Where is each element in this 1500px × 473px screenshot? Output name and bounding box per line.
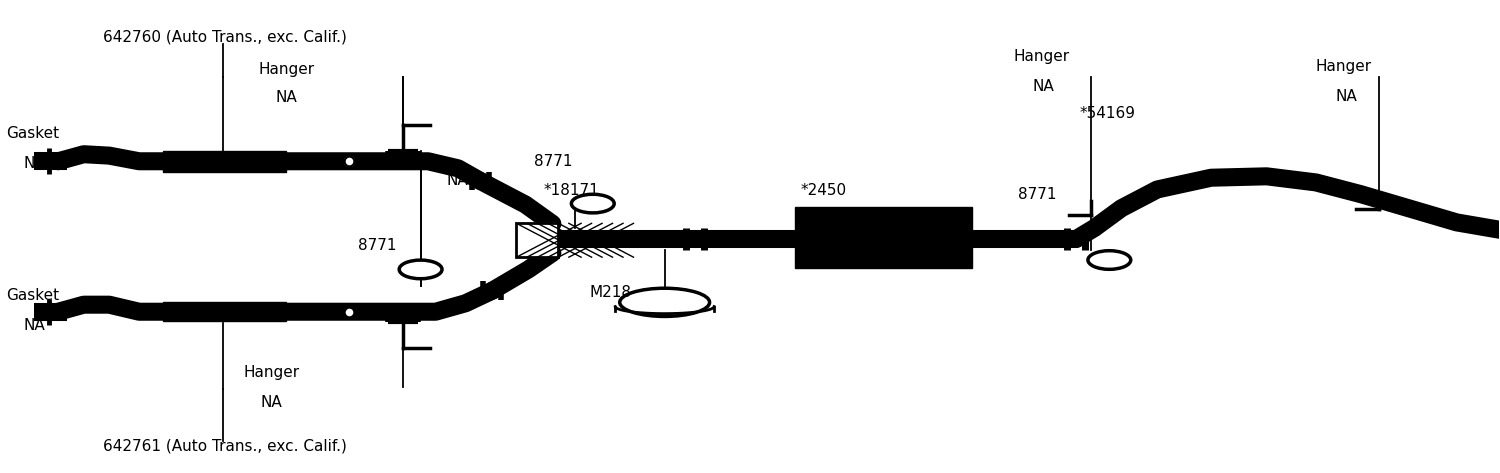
Text: 8771: 8771 bbox=[1019, 187, 1056, 201]
Bar bbox=[795, 207, 972, 269]
Text: Hanger: Hanger bbox=[1316, 59, 1372, 74]
Text: Hanger: Hanger bbox=[244, 365, 300, 380]
Text: NA: NA bbox=[276, 90, 297, 105]
Text: M218: M218 bbox=[590, 285, 632, 300]
Bar bbox=[164, 302, 286, 321]
Text: *2450: *2450 bbox=[801, 183, 847, 198]
Bar bbox=[516, 223, 558, 257]
Text: Hanger: Hanger bbox=[1014, 49, 1070, 64]
Text: NA: NA bbox=[1335, 89, 1358, 104]
Ellipse shape bbox=[582, 198, 604, 209]
Bar bbox=[516, 223, 558, 257]
Text: *18171: *18171 bbox=[543, 183, 598, 198]
Text: Hanger: Hanger bbox=[260, 62, 315, 77]
Circle shape bbox=[638, 294, 692, 311]
Text: 642760 (Auto Trans., exc. Calif.): 642760 (Auto Trans., exc. Calif.) bbox=[104, 29, 346, 44]
Text: *54169: *54169 bbox=[1080, 106, 1136, 121]
Text: 8771: 8771 bbox=[534, 154, 573, 169]
Text: 642761 (Auto Trans., exc. Calif.): 642761 (Auto Trans., exc. Calif.) bbox=[104, 438, 346, 453]
Ellipse shape bbox=[1098, 255, 1120, 265]
Text: NA: NA bbox=[261, 394, 282, 410]
Bar bbox=[164, 151, 286, 172]
Text: NA: NA bbox=[1034, 79, 1054, 95]
Text: Gasket: Gasket bbox=[6, 288, 59, 303]
Text: Gasket: Gasket bbox=[6, 125, 59, 140]
Text: NA: NA bbox=[24, 156, 45, 171]
Text: NA: NA bbox=[446, 173, 468, 188]
Text: NA: NA bbox=[24, 318, 45, 333]
Ellipse shape bbox=[410, 264, 432, 275]
Text: 8771: 8771 bbox=[357, 238, 396, 254]
